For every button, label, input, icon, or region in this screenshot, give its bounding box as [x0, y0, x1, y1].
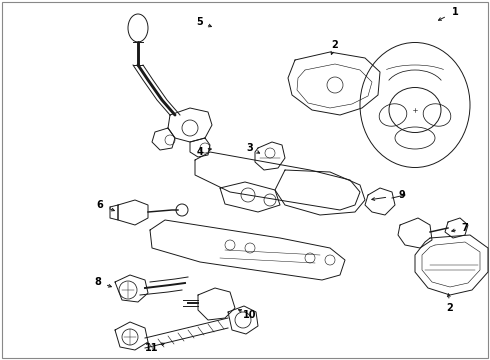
Text: 1: 1	[452, 7, 458, 17]
Text: 3: 3	[246, 143, 253, 153]
Text: 8: 8	[95, 277, 101, 287]
Text: 7: 7	[462, 223, 468, 233]
Text: 2: 2	[446, 303, 453, 313]
Text: 9: 9	[399, 190, 405, 200]
Text: 4: 4	[196, 147, 203, 157]
Text: 2: 2	[332, 40, 339, 50]
Text: 10: 10	[243, 310, 257, 320]
Text: 11: 11	[145, 343, 159, 353]
Text: 6: 6	[97, 200, 103, 210]
Text: 5: 5	[196, 17, 203, 27]
